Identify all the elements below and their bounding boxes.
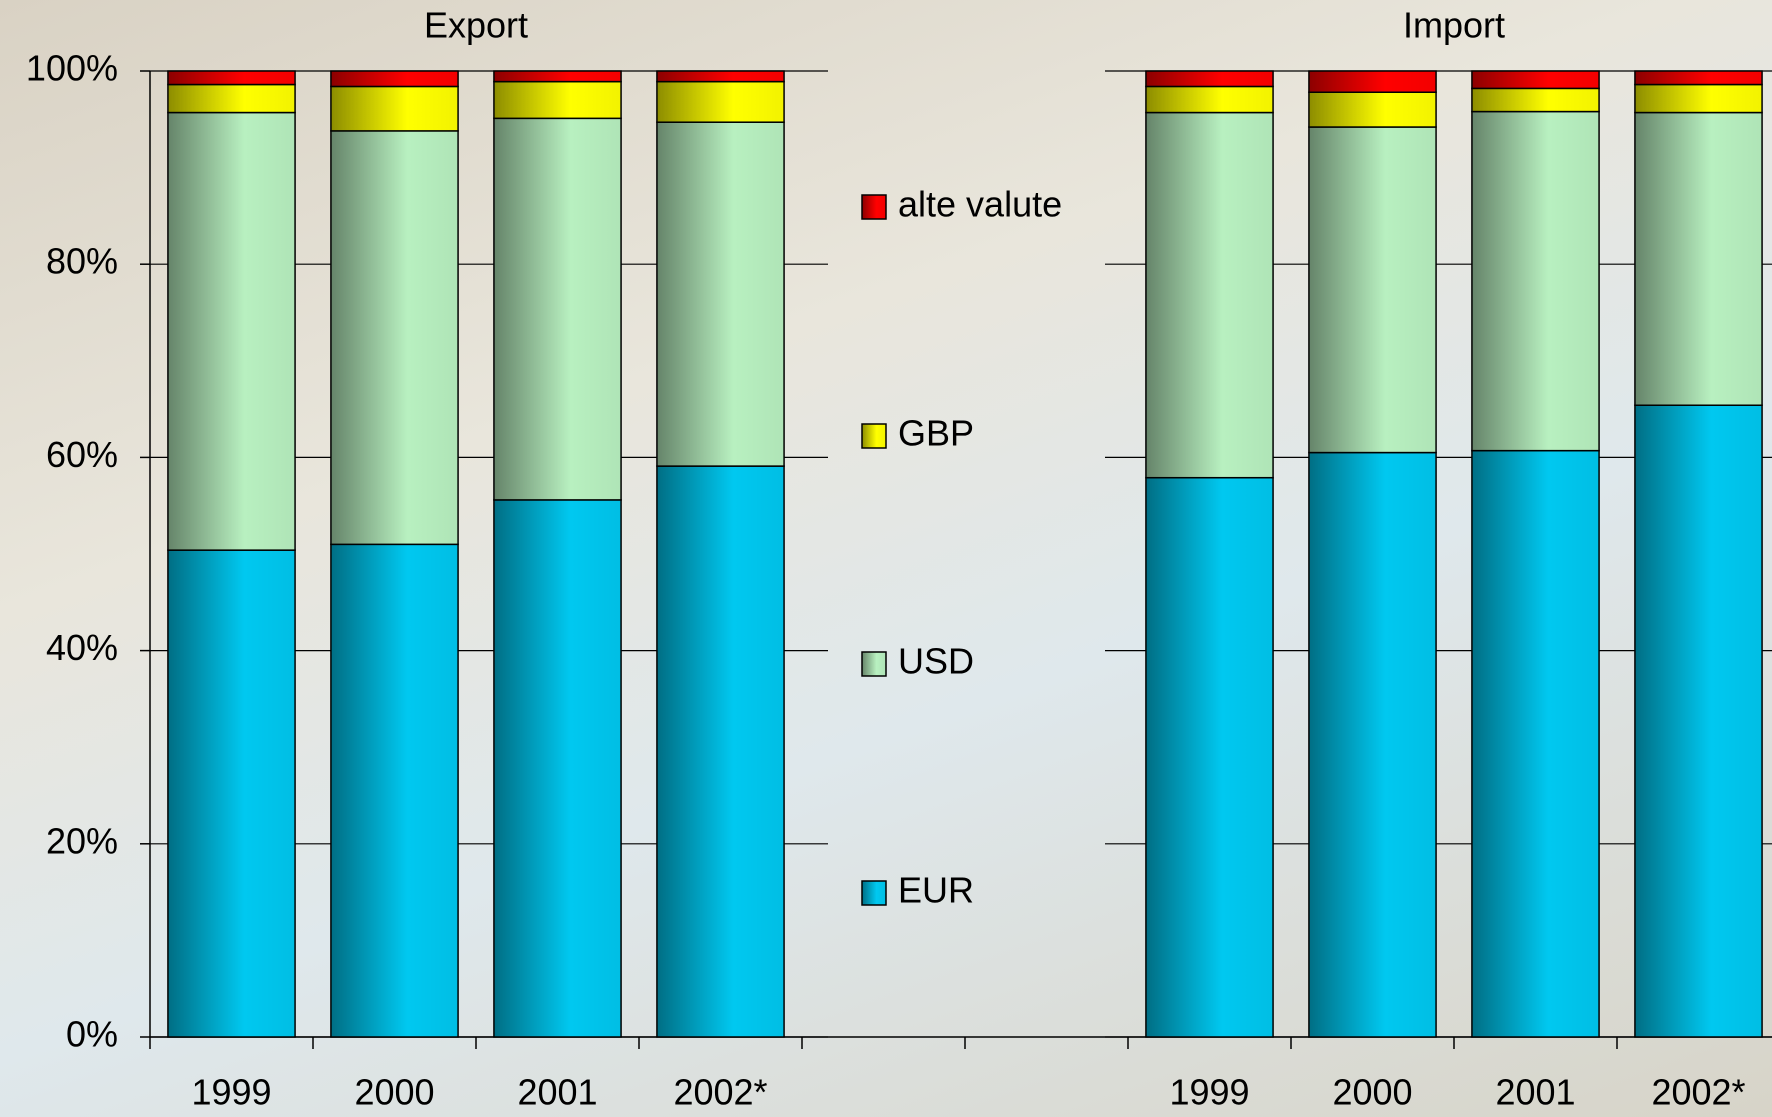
bar-shade bbox=[167, 84, 296, 113]
group-title: Export bbox=[424, 5, 528, 46]
x-tick-label: 2001 bbox=[1495, 1072, 1575, 1113]
y-tick-label: 0% bbox=[66, 1014, 118, 1055]
bar-shade bbox=[656, 122, 785, 467]
y-tick-label: 20% bbox=[46, 820, 118, 861]
bar-shade bbox=[1634, 112, 1763, 406]
bar-shade bbox=[1145, 86, 1274, 113]
x-tick-label: 2001 bbox=[517, 1072, 597, 1113]
bar-shade bbox=[656, 81, 785, 123]
bar-shade bbox=[656, 466, 785, 1037]
x-tick-label: 2000 bbox=[1332, 1072, 1412, 1113]
legend-label: alte valute bbox=[898, 184, 1062, 225]
bar-shade bbox=[167, 550, 296, 1037]
bar-shade bbox=[493, 118, 622, 500]
x-tick-label: 2000 bbox=[354, 1072, 434, 1113]
x-tick-label: 1999 bbox=[191, 1072, 271, 1113]
y-tick-label: 40% bbox=[46, 627, 118, 668]
bar-shade bbox=[330, 130, 459, 545]
bar-shade bbox=[167, 71, 296, 85]
legend-shade bbox=[862, 424, 886, 448]
bar-shade bbox=[167, 112, 296, 551]
y-tick-label: 60% bbox=[46, 434, 118, 475]
bar-shade bbox=[1308, 452, 1437, 1037]
legend-label: USD bbox=[898, 641, 974, 682]
legend-label: GBP bbox=[898, 413, 974, 454]
x-tick-label: 1999 bbox=[1169, 1072, 1249, 1113]
y-tick-label: 80% bbox=[46, 241, 118, 282]
legend-shade bbox=[862, 881, 886, 905]
bar-shade bbox=[1471, 111, 1600, 451]
bar-shade bbox=[330, 544, 459, 1037]
bar-shade bbox=[1634, 71, 1763, 85]
bar-shade bbox=[1471, 450, 1600, 1037]
x-tick-label: 2002* bbox=[673, 1072, 767, 1113]
bar-shade bbox=[656, 71, 785, 82]
bar-shade bbox=[1634, 405, 1763, 1038]
bar-shade bbox=[493, 499, 622, 1037]
legend-shade bbox=[862, 195, 886, 219]
bar-shade bbox=[1145, 477, 1274, 1037]
bar-shade bbox=[1308, 92, 1437, 128]
bar-shade bbox=[1634, 84, 1763, 113]
bar-shade bbox=[330, 86, 459, 131]
legend-label: EUR bbox=[898, 870, 974, 911]
bar-shade bbox=[1471, 71, 1600, 89]
bar-shade bbox=[1145, 71, 1274, 87]
bar-shade bbox=[493, 81, 622, 119]
bar-shade bbox=[1308, 71, 1437, 93]
bar-shade bbox=[1471, 88, 1600, 112]
group-title: Import bbox=[1403, 5, 1505, 46]
x-tick-label: 2002* bbox=[1651, 1072, 1745, 1113]
bar-shade bbox=[330, 71, 459, 87]
y-tick-label: 100% bbox=[26, 48, 118, 89]
bar-shade bbox=[1308, 127, 1437, 453]
bar-shade bbox=[493, 71, 622, 82]
legend-shade bbox=[862, 652, 886, 676]
bar-shade bbox=[1145, 112, 1274, 478]
